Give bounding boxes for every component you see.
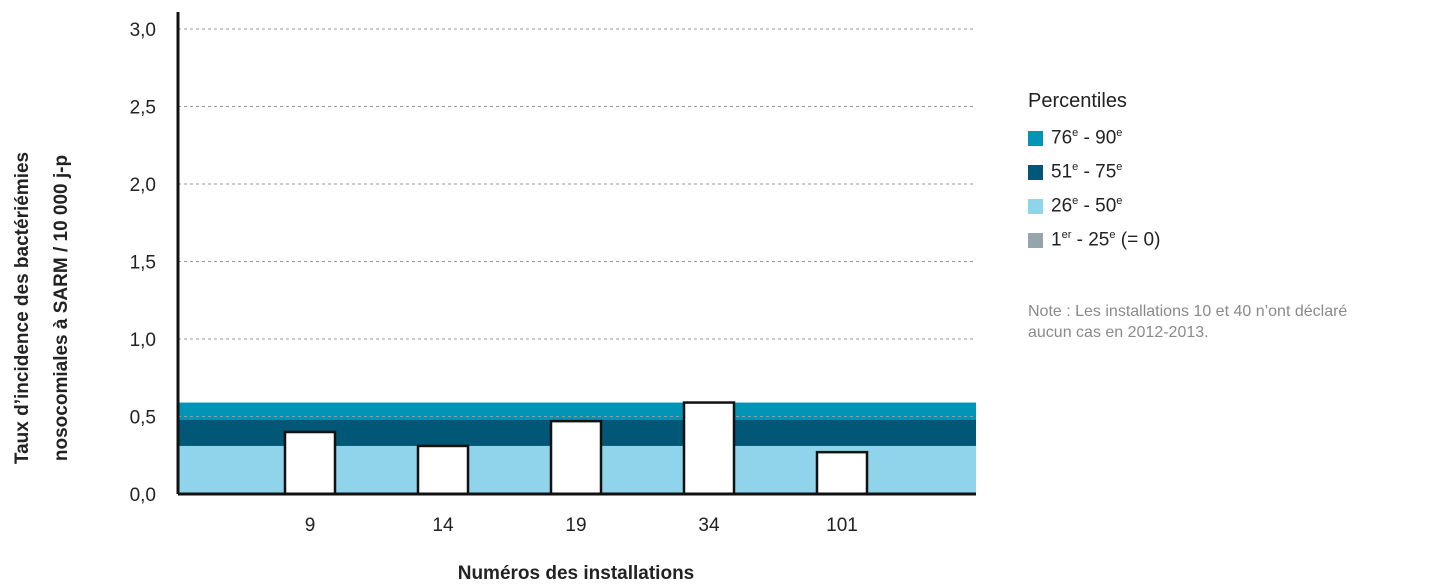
legend: Percentiles 76e - 90e 51e - 75e 26e - 50e 1… [1028,90,1160,257]
y-tick-label-6: 3,0 [130,20,156,41]
legend-item-2: 26e - 50e [1028,189,1160,223]
legend-label-part: e [1072,160,1079,173]
legend-swatch-1 [1028,164,1043,180]
legend-label-part: 51 [1051,161,1073,183]
bar-34 [682,401,736,496]
y-axis-label-line2: nosocomiales à SARM / 10 000 j-p [51,155,72,461]
x-axis-label: Numéros des installations [458,563,695,584]
note: Note : Les installations 10 et 40 n’ont … [1028,301,1428,343]
legend-item-3: 1er - 25e (= 0) [1028,223,1160,257]
legend-label-2: 26e - 50e [1051,195,1122,217]
legend-label-1: 51e - 75e [1051,161,1122,183]
legend-swatch-3 [1028,232,1043,248]
x-tick-label-101: 101 [826,515,858,536]
legend-swatch-2 [1028,198,1043,214]
y-tick-label-4: 2,0 [130,175,156,196]
legend-label-part: e [1072,126,1079,139]
y-axis-label-line1: Taux d’incidence des bactériémies [12,152,33,464]
legend-label-part: (= 0) [1115,229,1161,251]
y-tick-label-5: 2,5 [130,98,156,119]
gridlines [178,28,976,417]
legend-title: Percentiles [1028,90,1127,112]
bar-19 [549,419,603,496]
y-tick-label-0: 0,0 [130,485,156,506]
legend-label-part: e [1109,228,1116,241]
legend-label-part: e [1116,194,1123,207]
note-line-2: aucun cas en 2012-2013. [1028,324,1209,341]
x-tick-label-14: 14 [432,515,454,536]
legend-item-0: 76e - 90e [1028,121,1160,155]
y-tick-label-2: 1,0 [130,330,156,351]
y-tick-label-1: 0,5 [130,408,156,429]
legend-label-part: e [1116,160,1123,173]
x-tick-labels: 9 14 19 34 101 [305,515,858,536]
legend-label-3: 1er - 25e (= 0) [1051,229,1160,251]
x-tick-label-19: 19 [565,515,586,536]
legend-item-1: 51e - 75e [1028,155,1160,189]
legend-items: 76e - 90e 51e - 75e 26e - 50e 1er - 25e (= … [1028,121,1160,257]
bars [283,401,869,496]
note-line-1: Note : Les installations 10 et 40 n’ont … [1028,303,1348,320]
legend-label-part: 26 [1051,195,1073,217]
y-tick-label-3: 1,5 [130,253,156,274]
bar-101 [815,450,869,496]
legend-label-part: 1 [1051,229,1062,251]
x-tick-label-34: 34 [698,515,720,536]
axes [176,12,976,496]
percentile-band-3 [178,402,976,420]
legend-label-part: e [1072,194,1079,207]
bar-9 [283,430,337,496]
legend-label-part: - 50 [1078,195,1117,217]
x-tick-label-9: 9 [305,515,316,536]
y-tick-labels: 0,0 0,5 1,0 1,5 2,0 2,5 3,0 [130,20,156,506]
legend-label-part: - 75 [1078,161,1117,183]
legend-label-part: 76 [1051,127,1073,149]
legend-swatch-0 [1028,130,1043,146]
legend-label-part: - 25 [1071,229,1110,251]
legend-label-part: e [1116,126,1123,139]
legend-label-part: er [1061,228,1072,241]
bar-14 [416,444,470,496]
legend-label-0: 76e - 90e [1051,127,1122,149]
legend-label-part: - 90 [1078,127,1117,149]
